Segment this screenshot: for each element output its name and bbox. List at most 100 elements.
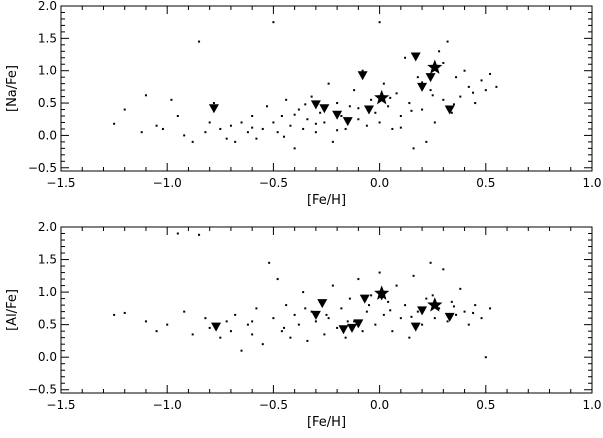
data-point-dot xyxy=(410,109,413,112)
data-point-dot xyxy=(331,284,334,287)
data-point-dot xyxy=(395,92,398,95)
data-point-dot xyxy=(416,310,419,313)
data-point-dot xyxy=(176,115,179,117)
data-point-star xyxy=(374,285,390,300)
data-point-dot xyxy=(433,317,436,320)
data-point-dot xyxy=(442,268,445,271)
data-point-dot xyxy=(387,300,390,303)
data-point-dot xyxy=(219,336,222,339)
data-point-triangle xyxy=(310,310,321,320)
data-point-triangle xyxy=(444,105,455,115)
data-point-dot xyxy=(289,336,292,339)
x-tick-label: −1.5 xyxy=(46,398,75,412)
data-point-triangle xyxy=(359,294,370,304)
data-point-dot xyxy=(340,307,343,310)
data-point-dot xyxy=(378,271,381,274)
data-point-triangle xyxy=(353,319,364,329)
data-point-dot xyxy=(455,313,458,316)
data-point-dot xyxy=(429,261,432,264)
panel-na-fe: −1.5 −1.0 −0.5 0.0 0.5 1.0 −0.5 0.0 0.5 1.0 1.5 2.0… xyxy=(5,0,602,208)
data-point-dot xyxy=(304,103,307,106)
data-point-dot xyxy=(459,287,462,290)
data-point-dot xyxy=(365,310,368,313)
data-point-dot xyxy=(370,98,373,101)
data-point-dot xyxy=(348,105,351,108)
data-point-dot xyxy=(410,315,413,318)
y-tick-label: 2.0 xyxy=(38,0,57,13)
data-point-dot xyxy=(395,284,398,287)
data-point-dot xyxy=(357,118,360,121)
data-point-dot xyxy=(416,76,419,79)
x-tick-label: 1.0 xyxy=(582,398,601,412)
data-point-dot xyxy=(374,323,377,326)
data-point-triangle xyxy=(317,299,328,309)
data-point-dot xyxy=(344,336,347,339)
plot-frame xyxy=(60,226,593,394)
data-point-dot xyxy=(272,21,275,24)
data-point-dot xyxy=(425,140,428,143)
data-point-dot xyxy=(293,113,296,116)
data-point-dot xyxy=(450,300,453,303)
y-tick-label: −0.5 xyxy=(28,383,57,397)
data-point-dot xyxy=(240,121,243,124)
data-point-dot xyxy=(204,317,207,320)
data-point-dot xyxy=(489,307,492,310)
data-point-dot xyxy=(391,330,394,333)
data-point-dot xyxy=(374,111,377,114)
x-tick-label: 0.5 xyxy=(476,176,495,190)
y-tick-label: 0.0 xyxy=(38,128,57,142)
data-point-dot xyxy=(327,82,330,85)
data-point-dot xyxy=(472,311,475,314)
data-point-dot xyxy=(276,278,279,281)
data-point-triangle xyxy=(410,322,421,332)
data-point-dot xyxy=(367,304,370,307)
x-tick-label: −1.0 xyxy=(153,176,182,190)
data-point-triangle xyxy=(363,105,374,115)
x-tick-label: −0.5 xyxy=(259,176,288,190)
data-point-dot xyxy=(412,274,415,277)
x-tick-label: 0.0 xyxy=(370,176,389,190)
data-point-dot xyxy=(365,124,368,127)
data-point-dot xyxy=(378,21,381,24)
data-point-dot xyxy=(446,40,449,43)
data-point-dot xyxy=(306,118,309,121)
data-point-dot xyxy=(387,105,390,108)
data-point-dot xyxy=(438,307,441,310)
data-point-dot xyxy=(144,94,147,97)
y-tick-label: 1.0 xyxy=(38,285,57,299)
data-point-dot xyxy=(323,333,326,336)
data-point-dot xyxy=(123,108,126,111)
data-point-dot xyxy=(382,313,385,316)
data-point-dot xyxy=(314,320,317,323)
data-point-dot xyxy=(266,105,269,108)
data-point-dot xyxy=(431,294,434,297)
data-point-dot xyxy=(198,233,201,236)
data-point-dot xyxy=(412,147,415,150)
y-tick-label: 0.0 xyxy=(38,350,57,364)
data-point-dot xyxy=(408,336,411,339)
data-point-dot xyxy=(336,326,339,329)
data-point-dot xyxy=(161,127,164,130)
data-point-dot xyxy=(319,111,322,114)
data-point-dot xyxy=(484,89,487,92)
data-point-dot xyxy=(399,317,402,320)
data-point-triangle xyxy=(425,73,436,83)
data-point-dot xyxy=(276,131,279,134)
data-point-dot xyxy=(331,140,334,143)
data-point-dot xyxy=(208,121,211,124)
data-point-dot xyxy=(251,320,254,323)
data-point-dot xyxy=(285,304,288,307)
data-point-dot xyxy=(297,108,300,111)
y-tick-label: 1.5 xyxy=(38,31,57,45)
data-point-dot xyxy=(357,278,360,281)
y-tick-label: 1.5 xyxy=(38,253,57,267)
panel-al-fe: −1.5 −1.0 −0.5 0.0 0.5 1.0 −0.5 0.0 0.5 1.0 1.5 2.0… xyxy=(5,220,602,430)
data-point-dot xyxy=(399,115,402,117)
data-point-dot xyxy=(442,98,445,101)
data-point-dot xyxy=(399,126,402,129)
data-point-dot xyxy=(246,131,249,134)
data-point-dot xyxy=(204,131,207,134)
y-tick-label: 1.0 xyxy=(38,64,57,78)
data-point-dot xyxy=(429,89,432,92)
x-axis-label: [Fe/H] xyxy=(307,415,346,430)
